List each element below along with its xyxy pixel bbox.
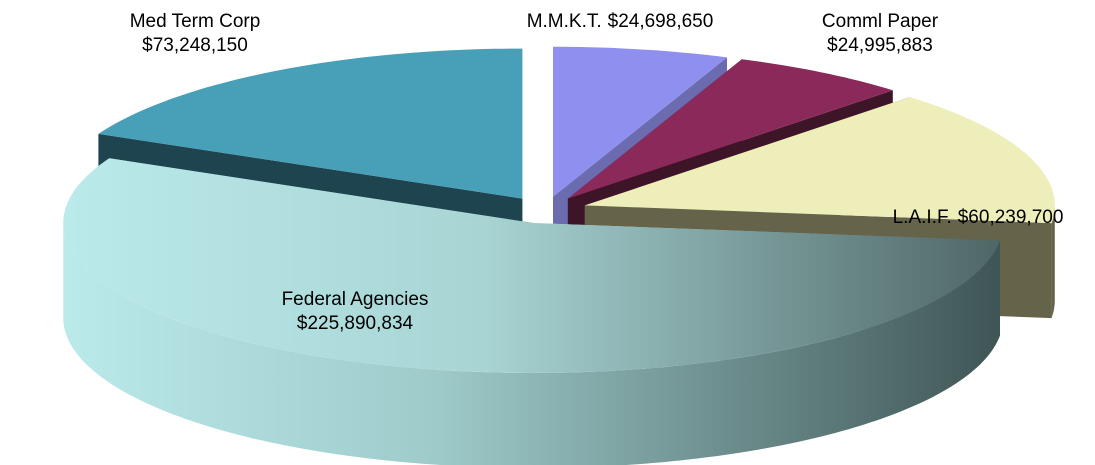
value-label: $225,890,834 (297, 313, 414, 334)
value-label: $73,248,150 (142, 35, 248, 56)
category-label: Med Term Corp (130, 11, 261, 32)
data-label: L.A.I.F. $60,239,700 (893, 207, 1064, 228)
slice-top (98, 48, 523, 199)
category-label: L.A.I.F. (893, 207, 952, 228)
slice-top (63, 158, 1001, 373)
value-label: $24,698,650 (608, 11, 714, 32)
slice-top (553, 46, 727, 197)
value-label: $60,239,700 (958, 207, 1064, 228)
slice-top (567, 59, 893, 199)
slice-side (1051, 205, 1055, 319)
category-label: Federal Agencies (282, 289, 429, 310)
category-label: Comml Paper (822, 11, 939, 32)
slice-side (63, 223, 1000, 465)
category-label: M.M.K.T. (527, 11, 602, 32)
value-label: $24,995,883 (827, 35, 933, 56)
data-label: M.M.K.T. $24,698,650 (527, 11, 714, 32)
slice (63, 158, 1001, 465)
slice-top (584, 97, 1055, 224)
